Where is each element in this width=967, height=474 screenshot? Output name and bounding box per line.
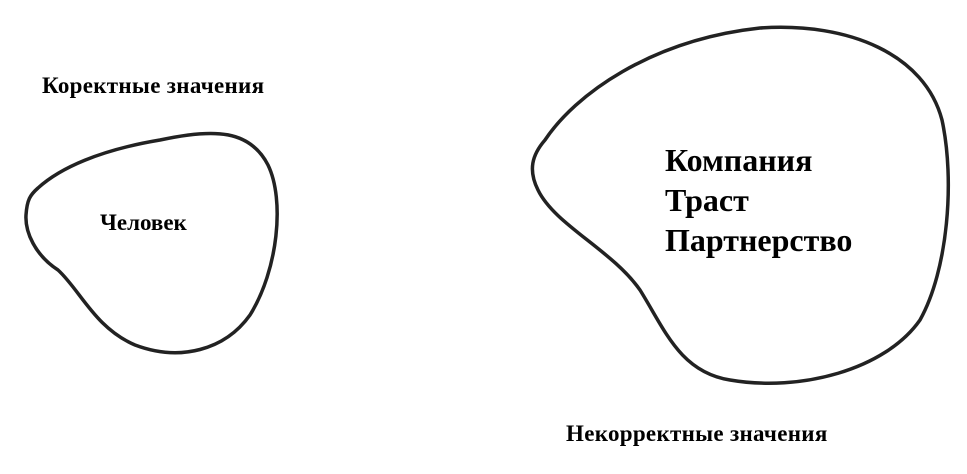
- correct-item-person: Человек: [100, 210, 187, 235]
- incorrect-values-blob: [530, 25, 951, 385]
- correct-values-blob: [24, 131, 279, 355]
- correct-values-caption: Коректные значения: [42, 73, 265, 98]
- incorrect-item-partnership: Партнерство: [665, 222, 853, 258]
- incorrect-item-company: Компания: [665, 142, 813, 178]
- incorrect-items-list: Компания Траст Партнерство: [665, 140, 852, 260]
- incorrect-item-trust: Траст: [665, 182, 749, 218]
- incorrect-values-caption: Некорректные значения: [566, 421, 828, 446]
